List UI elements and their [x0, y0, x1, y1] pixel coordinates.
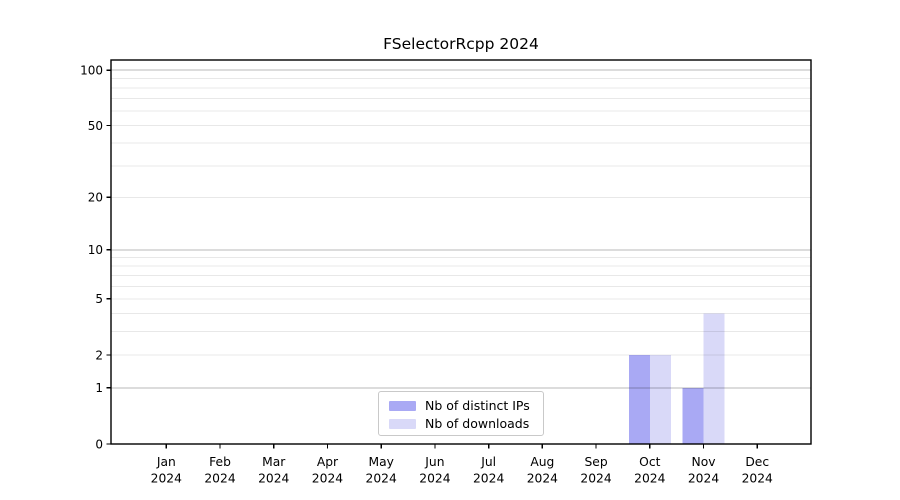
x-tick-label-jul: Jul 2024 — [473, 455, 504, 486]
legend-label-downloads: Nb of downloads — [425, 416, 530, 431]
chart-title: FSelectorRcpp 2024 — [383, 35, 539, 53]
x-tick-label-jun: Jun 2024 — [419, 455, 450, 486]
x-tick-label-dec: Dec 2024 — [742, 455, 773, 486]
bar-nb-of-downloads-nov — [703, 313, 725, 444]
x-tick-label-aug: Aug 2024 — [527, 455, 558, 486]
x-tick-label-mar: Mar 2024 — [258, 455, 289, 486]
x-tick-label-may: May 2024 — [366, 455, 397, 486]
y-tick-label-50: 50 — [88, 119, 103, 133]
y-tick-label-1: 1 — [95, 381, 103, 395]
x-tick-label-feb: Feb 2024 — [204, 455, 235, 486]
bar-nb-of-distinct-ips-nov — [682, 387, 704, 444]
bar-nb-of-distinct-ips-oct — [628, 355, 650, 444]
y-tick-label-2: 2 — [95, 348, 103, 362]
x-tick-label-nov: Nov 2024 — [688, 455, 719, 486]
legend-swatch-downloads-icon — [389, 419, 416, 429]
y-tick-label-0: 0 — [95, 437, 103, 451]
y-tick-label-10: 10 — [88, 243, 103, 257]
legend-label-distinct-ips: Nb of distinct IPs — [425, 398, 530, 413]
x-tick-label-apr: Apr 2024 — [312, 455, 343, 486]
x-tick-label-sep: Sep 2024 — [580, 455, 611, 486]
y-tick-label-5: 5 — [95, 292, 103, 306]
legend-swatch-distinct-ips-icon — [389, 401, 416, 411]
legend-item-distinct-ips: Nb of distinct IPs — [389, 398, 543, 414]
x-tick-label-oct: Oct 2024 — [634, 455, 665, 486]
legend: Nb of distinct IPs Nb of downloads — [378, 391, 544, 436]
y-tick-label-20: 20 — [88, 191, 103, 205]
bar-nb-of-downloads-oct — [649, 355, 671, 444]
plot-area-border — [110, 59, 812, 445]
legend-item-downloads: Nb of downloads — [389, 416, 543, 432]
x-tick-label-jan: Jan 2024 — [151, 455, 182, 486]
y-tick-label-100: 100 — [80, 63, 103, 77]
